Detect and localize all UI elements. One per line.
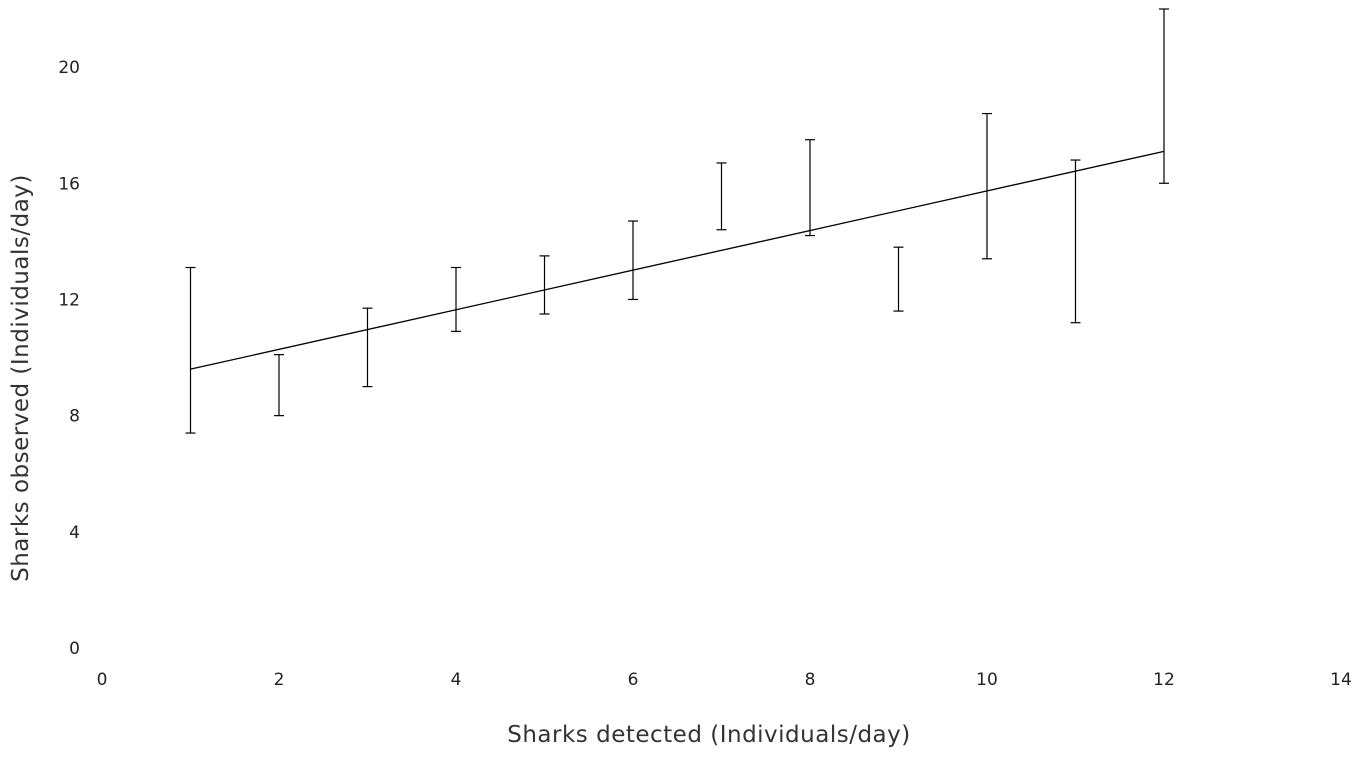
error-bar bbox=[274, 354, 284, 417]
y-tick-label: 12 bbox=[58, 290, 80, 310]
y-axis-title: Sharks observed (Individuals/day) bbox=[8, 174, 34, 582]
error-bar bbox=[1070, 159, 1081, 324]
y-tick-label: 4 bbox=[69, 523, 80, 543]
x-tick-label: 2 bbox=[274, 670, 285, 690]
error-bars bbox=[185, 8, 1169, 434]
error-bar bbox=[362, 307, 373, 388]
x-tick-label: 8 bbox=[805, 670, 816, 690]
error-bar bbox=[628, 220, 638, 301]
x-tick-label: 4 bbox=[451, 670, 462, 690]
x-tick-label: 10 bbox=[976, 670, 998, 690]
y-tick-label: 16 bbox=[58, 174, 80, 194]
x-tick-label: 6 bbox=[628, 670, 639, 690]
y-tick-label: 20 bbox=[58, 58, 80, 78]
x-axis-title: Sharks detected (Individuals/day) bbox=[507, 722, 910, 748]
x-tick-label: 14 bbox=[1330, 670, 1352, 690]
y-tick-labels: 0 4 8 12 16 20 bbox=[58, 58, 80, 659]
error-bar bbox=[1159, 8, 1169, 184]
error-bar bbox=[982, 112, 992, 260]
error-bar bbox=[539, 255, 550, 315]
trend-line bbox=[190, 150, 1165, 370]
x-tick-label: 0 bbox=[97, 670, 108, 690]
x-tick-labels: 0 2 4 6 8 10 12 14 bbox=[97, 670, 1352, 690]
error-bar bbox=[805, 139, 815, 237]
error-bar bbox=[893, 246, 904, 312]
y-tick-label: 8 bbox=[69, 407, 80, 427]
error-bar bbox=[185, 266, 196, 434]
y-tick-label: 0 bbox=[69, 639, 80, 659]
fit-lines bbox=[190, 150, 1165, 370]
error-bar bbox=[716, 162, 727, 231]
x-tick-label: 12 bbox=[1153, 670, 1175, 690]
error-bar bbox=[451, 266, 461, 333]
